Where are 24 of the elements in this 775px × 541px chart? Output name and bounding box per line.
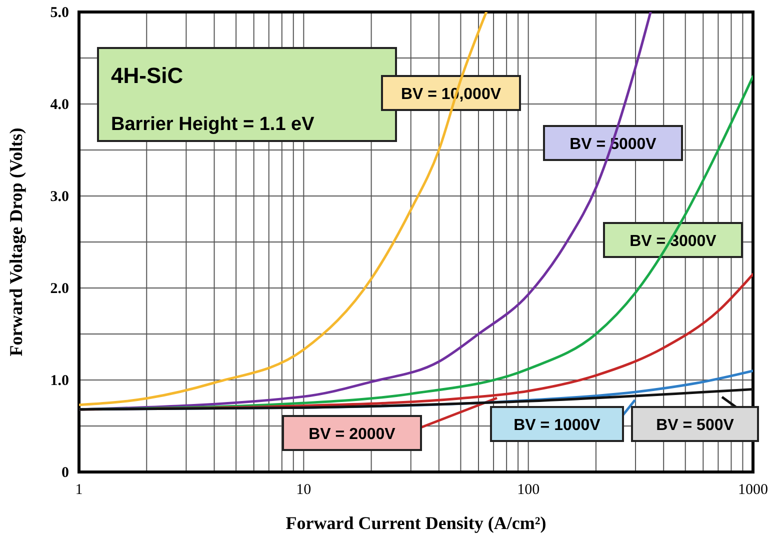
info-box: 4H-SiC Barrier Height = 1.1 eV — [97, 47, 397, 142]
legend-label: BV = 500V — [656, 417, 734, 434]
annotation: Barrier Height = 1.1 eV — [111, 114, 315, 135]
series-label: BV = 3000V — [630, 233, 717, 250]
callout-box: BV = 3000V — [603, 222, 743, 258]
y-tick-label: 4.0 — [50, 97, 69, 113]
y-axis-title: Forward Voltage Drop (Volts) — [6, 128, 26, 356]
series-label: BV = 10,000V — [400, 86, 502, 103]
y-tick-label: 2.0 — [50, 281, 69, 297]
series-label: BV = 2000V — [308, 426, 396, 443]
y-tick-label: 1.0 — [50, 373, 69, 389]
y-tick-label: 5.0 — [50, 5, 69, 21]
x-tick-label: 100 — [517, 482, 540, 498]
y-tick-label: 3.0 — [50, 189, 69, 205]
line-series — [79, 388, 753, 411]
x-tick-label: 1 — [75, 482, 83, 498]
x-tick-label: 10 — [296, 482, 312, 498]
callout-box: BV = 2000V — [282, 396, 498, 451]
x-tick-label: 1000 — [738, 482, 768, 498]
y-tick-label: 0 — [62, 465, 69, 481]
x-axis-title: Forward Current Density (A/cm²) — [286, 513, 546, 533]
annotation: 4H-SiC — [111, 63, 184, 88]
series-label: BV = 1000V — [514, 417, 601, 434]
callout-box: BV = 10,000V — [381, 75, 521, 111]
